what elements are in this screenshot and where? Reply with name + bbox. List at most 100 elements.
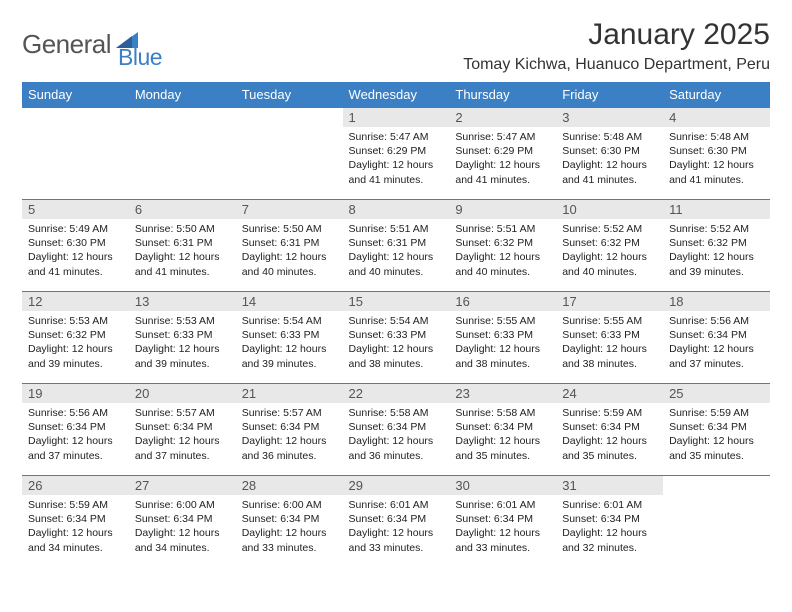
day-details: Sunrise: 5:59 AMSunset: 6:34 PMDaylight:… — [663, 403, 770, 467]
day-number: 14 — [236, 292, 343, 311]
day-number: 12 — [22, 292, 129, 311]
calendar-day-cell: 6Sunrise: 5:50 AMSunset: 6:31 PMDaylight… — [129, 200, 236, 292]
day-number: 17 — [556, 292, 663, 311]
day-number: 13 — [129, 292, 236, 311]
day-details: Sunrise: 5:55 AMSunset: 6:33 PMDaylight:… — [449, 311, 556, 375]
day-details: Sunrise: 5:51 AMSunset: 6:31 PMDaylight:… — [343, 219, 450, 283]
calendar-day-cell: 4Sunrise: 5:48 AMSunset: 6:30 PMDaylight… — [663, 108, 770, 200]
calendar-day-cell: 21Sunrise: 5:57 AMSunset: 6:34 PMDayligh… — [236, 384, 343, 476]
day-details: Sunrise: 5:49 AMSunset: 6:30 PMDaylight:… — [22, 219, 129, 283]
calendar-day-cell: 22Sunrise: 5:58 AMSunset: 6:34 PMDayligh… — [343, 384, 450, 476]
calendar-day-cell: 15Sunrise: 5:54 AMSunset: 6:33 PMDayligh… — [343, 292, 450, 384]
day-details: Sunrise: 6:00 AMSunset: 6:34 PMDaylight:… — [129, 495, 236, 559]
day-details: Sunrise: 6:00 AMSunset: 6:34 PMDaylight:… — [236, 495, 343, 559]
day-details: Sunrise: 5:52 AMSunset: 6:32 PMDaylight:… — [663, 219, 770, 283]
calendar-day-cell: .. — [129, 108, 236, 200]
day-details: Sunrise: 5:54 AMSunset: 6:33 PMDaylight:… — [236, 311, 343, 375]
day-details: Sunrise: 5:47 AMSunset: 6:29 PMDaylight:… — [449, 127, 556, 191]
day-details: Sunrise: 5:52 AMSunset: 6:32 PMDaylight:… — [556, 219, 663, 283]
calendar-day-cell: 9Sunrise: 5:51 AMSunset: 6:32 PMDaylight… — [449, 200, 556, 292]
calendar-day-cell: 19Sunrise: 5:56 AMSunset: 6:34 PMDayligh… — [22, 384, 129, 476]
calendar-day-cell: 27Sunrise: 6:00 AMSunset: 6:34 PMDayligh… — [129, 476, 236, 568]
day-number: 10 — [556, 200, 663, 219]
day-details: Sunrise: 5:58 AMSunset: 6:34 PMDaylight:… — [343, 403, 450, 467]
day-details: Sunrise: 5:50 AMSunset: 6:31 PMDaylight:… — [236, 219, 343, 283]
calendar-day-cell: 24Sunrise: 5:59 AMSunset: 6:34 PMDayligh… — [556, 384, 663, 476]
day-number: 24 — [556, 384, 663, 403]
calendar-day-cell: 5Sunrise: 5:49 AMSunset: 6:30 PMDaylight… — [22, 200, 129, 292]
calendar-day-cell: 31Sunrise: 6:01 AMSunset: 6:34 PMDayligh… — [556, 476, 663, 568]
calendar-day-cell: .. — [236, 108, 343, 200]
day-details: Sunrise: 5:54 AMSunset: 6:33 PMDaylight:… — [343, 311, 450, 375]
day-number: 11 — [663, 200, 770, 219]
day-details: Sunrise: 6:01 AMSunset: 6:34 PMDaylight:… — [556, 495, 663, 559]
calendar-day-cell: 14Sunrise: 5:54 AMSunset: 6:33 PMDayligh… — [236, 292, 343, 384]
calendar-day-cell: 3Sunrise: 5:48 AMSunset: 6:30 PMDaylight… — [556, 108, 663, 200]
day-details: Sunrise: 5:53 AMSunset: 6:33 PMDaylight:… — [129, 311, 236, 375]
day-details: Sunrise: 6:01 AMSunset: 6:34 PMDaylight:… — [449, 495, 556, 559]
calendar-week-row: 12Sunrise: 5:53 AMSunset: 6:32 PMDayligh… — [22, 292, 770, 384]
day-details: Sunrise: 6:01 AMSunset: 6:34 PMDaylight:… — [343, 495, 450, 559]
day-details: Sunrise: 5:56 AMSunset: 6:34 PMDaylight:… — [22, 403, 129, 467]
calendar-day-cell: 16Sunrise: 5:55 AMSunset: 6:33 PMDayligh… — [449, 292, 556, 384]
day-number: 29 — [343, 476, 450, 495]
weekday-header: Friday — [556, 82, 663, 108]
day-details: Sunrise: 5:59 AMSunset: 6:34 PMDaylight:… — [22, 495, 129, 559]
day-number: 21 — [236, 384, 343, 403]
day-number: 4 — [663, 108, 770, 127]
calendar-day-cell: 1Sunrise: 5:47 AMSunset: 6:29 PMDaylight… — [343, 108, 450, 200]
brand-part2: Blue — [118, 44, 162, 71]
day-details: Sunrise: 5:47 AMSunset: 6:29 PMDaylight:… — [343, 127, 450, 191]
calendar-week-row: ......1Sunrise: 5:47 AMSunset: 6:29 PMDa… — [22, 108, 770, 200]
calendar-day-cell: .. — [663, 476, 770, 568]
calendar-day-cell: 10Sunrise: 5:52 AMSunset: 6:32 PMDayligh… — [556, 200, 663, 292]
day-number: 18 — [663, 292, 770, 311]
day-details: Sunrise: 5:58 AMSunset: 6:34 PMDaylight:… — [449, 403, 556, 467]
day-number: 31 — [556, 476, 663, 495]
calendar-week-row: 5Sunrise: 5:49 AMSunset: 6:30 PMDaylight… — [22, 200, 770, 292]
calendar-day-cell: 29Sunrise: 6:01 AMSunset: 6:34 PMDayligh… — [343, 476, 450, 568]
day-number: 3 — [556, 108, 663, 127]
calendar-day-cell: 12Sunrise: 5:53 AMSunset: 6:32 PMDayligh… — [22, 292, 129, 384]
day-details: Sunrise: 5:56 AMSunset: 6:34 PMDaylight:… — [663, 311, 770, 375]
day-number: 5 — [22, 200, 129, 219]
header: General Blue January 2025 Tomay Kichwa, … — [22, 18, 770, 74]
calendar-day-cell: 7Sunrise: 5:50 AMSunset: 6:31 PMDaylight… — [236, 200, 343, 292]
calendar-week-row: 26Sunrise: 5:59 AMSunset: 6:34 PMDayligh… — [22, 476, 770, 568]
day-number: 6 — [129, 200, 236, 219]
day-details: Sunrise: 5:51 AMSunset: 6:32 PMDaylight:… — [449, 219, 556, 283]
day-details: Sunrise: 5:57 AMSunset: 6:34 PMDaylight:… — [129, 403, 236, 467]
weekday-header: Sunday — [22, 82, 129, 108]
calendar-day-cell: 8Sunrise: 5:51 AMSunset: 6:31 PMDaylight… — [343, 200, 450, 292]
day-number: 26 — [22, 476, 129, 495]
calendar-day-cell: 18Sunrise: 5:56 AMSunset: 6:34 PMDayligh… — [663, 292, 770, 384]
day-number: 8 — [343, 200, 450, 219]
calendar-day-cell: 26Sunrise: 5:59 AMSunset: 6:34 PMDayligh… — [22, 476, 129, 568]
calendar-body: ......1Sunrise: 5:47 AMSunset: 6:29 PMDa… — [22, 108, 770, 568]
weekday-header: Tuesday — [236, 82, 343, 108]
calendar-day-cell: 11Sunrise: 5:52 AMSunset: 6:32 PMDayligh… — [663, 200, 770, 292]
calendar-day-cell: 25Sunrise: 5:59 AMSunset: 6:34 PMDayligh… — [663, 384, 770, 476]
brand-logo: General Blue — [22, 18, 162, 71]
calendar-day-cell: .. — [22, 108, 129, 200]
day-number: 19 — [22, 384, 129, 403]
day-number: 28 — [236, 476, 343, 495]
weekday-header: Monday — [129, 82, 236, 108]
calendar-day-cell: 20Sunrise: 5:57 AMSunset: 6:34 PMDayligh… — [129, 384, 236, 476]
weekday-header: Wednesday — [343, 82, 450, 108]
day-number: 25 — [663, 384, 770, 403]
day-number: 2 — [449, 108, 556, 127]
calendar-day-cell: 2Sunrise: 5:47 AMSunset: 6:29 PMDaylight… — [449, 108, 556, 200]
calendar-day-cell: 17Sunrise: 5:55 AMSunset: 6:33 PMDayligh… — [556, 292, 663, 384]
location-subtitle: Tomay Kichwa, Huanuco Department, Peru — [463, 56, 770, 74]
day-details: Sunrise: 5:48 AMSunset: 6:30 PMDaylight:… — [556, 127, 663, 191]
day-number: 20 — [129, 384, 236, 403]
calendar-day-cell: 28Sunrise: 6:00 AMSunset: 6:34 PMDayligh… — [236, 476, 343, 568]
weekday-header: Thursday — [449, 82, 556, 108]
calendar-day-cell: 13Sunrise: 5:53 AMSunset: 6:33 PMDayligh… — [129, 292, 236, 384]
page-title: January 2025 — [463, 18, 770, 52]
day-details: Sunrise: 5:53 AMSunset: 6:32 PMDaylight:… — [22, 311, 129, 375]
calendar-day-cell: 23Sunrise: 5:58 AMSunset: 6:34 PMDayligh… — [449, 384, 556, 476]
calendar-table: Sunday Monday Tuesday Wednesday Thursday… — [22, 82, 770, 568]
day-number: 16 — [449, 292, 556, 311]
